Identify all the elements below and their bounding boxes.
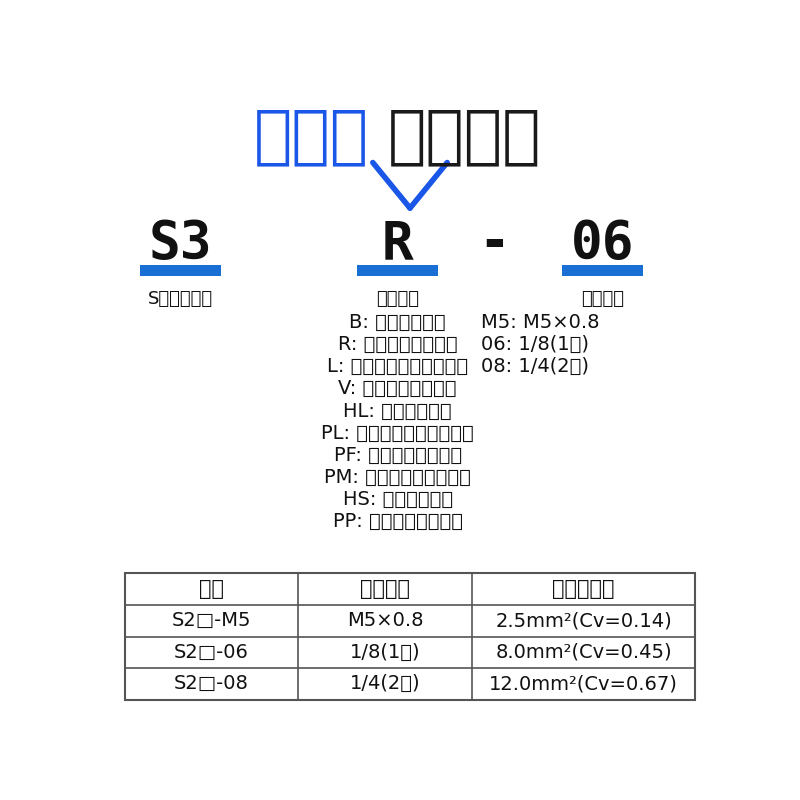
Text: PM: 蘑菇头按钮型手动阀: PM: 蘑菇头按钮型手动阀 — [324, 468, 471, 487]
Text: S2□-08: S2□-08 — [174, 674, 249, 694]
Text: R: R — [382, 218, 414, 270]
Text: S2□-M5: S2□-M5 — [172, 611, 251, 630]
Text: 2.5mm²(Cv=0.14): 2.5mm²(Cv=0.14) — [495, 611, 672, 630]
Text: V: 垂直滚轮型机械阀: V: 垂直滚轮型机械阀 — [338, 379, 457, 398]
Text: 接管口径: 接管口径 — [360, 579, 410, 599]
Text: PL: 停驻旋转按钮型手动阀: PL: 停驻旋转按钮型手动阀 — [322, 424, 474, 442]
Bar — [140, 266, 221, 277]
Text: 12.0mm²(Cv=0.67): 12.0mm²(Cv=0.67) — [489, 674, 678, 694]
Text: R: 滚轮杠杆型机械阀: R: 滚轮杠杆型机械阀 — [338, 335, 458, 354]
Text: M5×0.8: M5×0.8 — [347, 611, 423, 630]
Bar — [358, 266, 438, 277]
Text: L: 单向滚轮杠杆型机械阀: L: 单向滚轮杠杆型机械阀 — [327, 357, 468, 376]
Text: 型号: 型号 — [199, 579, 224, 599]
Text: 06: 06 — [570, 218, 634, 270]
Text: 规格代号: 规格代号 — [376, 290, 419, 308]
Text: HL: 摇臂型手动阀: HL: 摇臂型手动阀 — [343, 402, 452, 421]
Text: S3: S3 — [149, 218, 212, 270]
Text: -: - — [478, 218, 510, 270]
Text: 8.0mm²(Cv=0.45): 8.0mm²(Cv=0.45) — [495, 643, 672, 662]
Text: 有效截面积: 有效截面积 — [552, 579, 615, 599]
Text: 1/8(1分): 1/8(1分) — [350, 643, 421, 662]
Text: 08: 1/4(2分): 08: 1/4(2分) — [482, 357, 590, 376]
Text: S2□-06: S2□-06 — [174, 643, 249, 662]
Bar — [562, 266, 642, 277]
Text: S型三口二位: S型三口二位 — [148, 290, 213, 308]
Text: 怎么选择: 怎么选择 — [388, 105, 541, 167]
Text: 06: 1/8(1分): 06: 1/8(1分) — [482, 335, 590, 354]
Text: PP: 凸头按钮型手动阀: PP: 凸头按钮型手动阀 — [333, 513, 462, 531]
Text: 机械阀: 机械阀 — [254, 105, 369, 167]
Bar — [125, 574, 695, 700]
Text: HS: 选择型手动阀: HS: 选择型手动阀 — [342, 490, 453, 510]
Text: M5: M5×0.8: M5: M5×0.8 — [482, 313, 600, 332]
Text: 1/4(2分): 1/4(2分) — [350, 674, 421, 694]
Text: B: 基本型机械阀: B: 基本型机械阀 — [350, 313, 446, 332]
Text: PF: 平头按钮型手动阀: PF: 平头按钮型手动阀 — [334, 446, 462, 465]
Text: 接管口径: 接管口径 — [581, 290, 624, 308]
